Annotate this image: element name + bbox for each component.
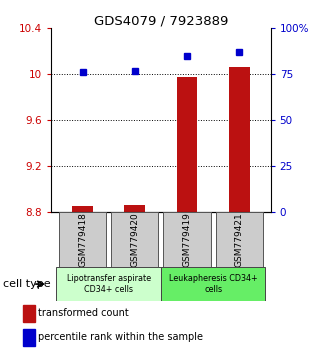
Text: Leukapheresis CD34+
cells: Leukapheresis CD34+ cells [169, 274, 257, 294]
Text: GSM779418: GSM779418 [78, 212, 87, 267]
Text: cell type: cell type [3, 279, 51, 289]
Bar [161, 267, 265, 301]
Text: transformed count: transformed count [38, 308, 129, 318]
Bar [177, 77, 197, 212]
Text: GSM779421: GSM779421 [235, 212, 244, 267]
Bar [111, 212, 158, 267]
Text: GSM779419: GSM779419 [182, 212, 191, 267]
Text: GSM779420: GSM779420 [130, 212, 139, 267]
Bar [216, 212, 263, 267]
Bar [72, 206, 93, 212]
Bar [163, 212, 211, 267]
Bar [124, 205, 145, 212]
Bar [23, 305, 35, 322]
Text: Lipotransfer aspirate
CD34+ cells: Lipotransfer aspirate CD34+ cells [67, 274, 151, 294]
Bar [59, 212, 106, 267]
Bar [229, 67, 250, 212]
Title: GDS4079 / 7923889: GDS4079 / 7923889 [94, 14, 228, 27]
Bar [56, 267, 161, 301]
Text: percentile rank within the sample: percentile rank within the sample [38, 332, 203, 342]
Bar [23, 329, 35, 346]
